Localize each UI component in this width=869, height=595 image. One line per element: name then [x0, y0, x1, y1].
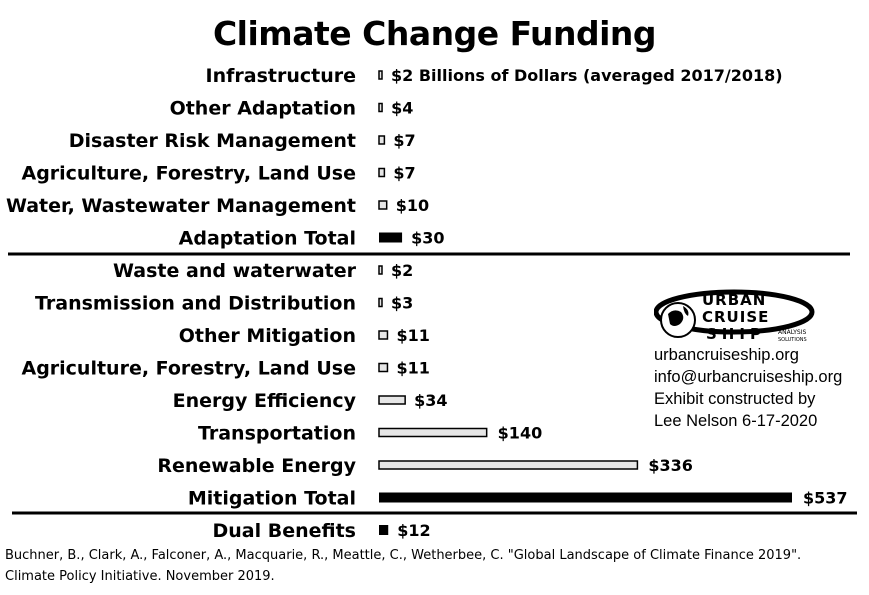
category-label-agriculture-forestry-land-use: Agriculture, Forestry, Land Use [21, 163, 356, 185]
category-label-energy-efficiency: Energy Efficiency [173, 390, 357, 412]
bar-infrastructure [378, 70, 383, 80]
category-label-transmission-and-distribution: Transmission and Distribution [35, 293, 356, 315]
category-label-mitigation-total: Mitigation Total [188, 488, 356, 510]
logo-sub-1: ANALYSIS [778, 329, 806, 336]
category-label-water-wastewater-management: Water, Wastewater Management [6, 195, 356, 217]
email-link[interactable]: info@urbancruiseship.org [654, 368, 843, 386]
category-label-transportation: Transportation [198, 423, 356, 445]
logo-line-1: URBAN [702, 291, 766, 309]
logo-sub-2: SOLUTIONS [778, 337, 807, 343]
value-label-agriculture-forestry-land-use: $7 [393, 164, 415, 183]
value-label-renewable-energy: $336 [648, 456, 693, 475]
value-labels: $2 Billions of Dollars (averaged 2017/20… [391, 66, 848, 540]
bar-transportation [378, 427, 488, 438]
category-label-infrastructure: Infrastructure [206, 65, 356, 87]
bar-dual-benefits [379, 525, 389, 535]
credit-text: Exhibit constructed by [654, 390, 816, 408]
urban-cruise-ship-logo: URBAN CRUISE SHIP ANALYSIS SOLUTIONS [654, 289, 815, 343]
bar-renewable-energy [378, 460, 639, 470]
source-line-2: Climate Policy Initiative. November 2019… [5, 569, 275, 584]
bar-water-wastewater-management [378, 200, 388, 210]
value-label-other-mitigation: $11 [396, 326, 429, 345]
category-label-dual-benefits: Dual Benefits [212, 520, 356, 542]
category-label-other-adaptation: Other Adaptation [170, 98, 356, 120]
value-label-energy-efficiency: $34 [414, 391, 447, 410]
bar-agriculture-forestry-land-use [378, 167, 386, 178]
bar-transmission-and-distribution [378, 297, 383, 308]
source-citation: Buchner, B., Clark, A., Falconer, A., Ma… [5, 545, 801, 587]
logo-swoosh [654, 289, 815, 335]
value-label-other-adaptation: $4 [391, 99, 413, 118]
category-label-renewable-energy: Renewable Energy [157, 455, 356, 477]
logo-line-3: SHIP [706, 325, 766, 343]
contact-block: urbancruiseship.org info@urbancruiseship… [654, 344, 842, 432]
bar-other-mitigation [378, 330, 389, 340]
category-label-disaster-risk-management: Disaster Risk Management [69, 130, 356, 152]
category-label-other-mitigation: Other Mitigation [179, 325, 356, 347]
bar-adaptation-total [379, 232, 403, 243]
chart-title: Climate Change Funding [212, 14, 657, 53]
value-label-water-wastewater-management: $10 [396, 196, 429, 215]
category-labels: Infrastructure Other Adaptation Disaster R… [6, 65, 357, 542]
website-link[interactable]: urbancruiseship.org [654, 346, 799, 364]
source-line-1: Buchner, B., Clark, A., Falconer, A., Ma… [5, 548, 802, 563]
logo-line-2: CRUISE [702, 308, 769, 326]
value-label-transmission-and-distribution: $3 [391, 294, 413, 313]
value-label-waste-and-waterwater: $2 [391, 261, 413, 280]
bar-other-adaptation [378, 102, 383, 113]
value-label-mitigation-total: $537 [803, 489, 848, 508]
bars [378, 70, 792, 535]
bar-disaster-risk-management [378, 135, 386, 145]
author-date: Lee Nelson 6-17-2020 [654, 412, 818, 430]
value-label-agriculture-forestry-land-use: $11 [396, 359, 429, 378]
bar-energy-efficiency [378, 395, 406, 405]
value-label-disaster-risk-management: $7 [393, 131, 415, 150]
bar-agriculture-forestry-land-use [378, 362, 389, 373]
category-label-agriculture-forestry-land-use: Agriculture, Forestry, Land Use [21, 358, 356, 380]
category-label-waste-and-waterwater: Waste and waterwater [113, 260, 357, 282]
bar-waste-and-waterwater [378, 265, 383, 275]
value-label-adaptation-total: $30 [411, 229, 444, 248]
value-label-transportation: $140 [498, 424, 543, 443]
category-label-adaptation-total: Adaptation Total [179, 228, 356, 250]
value-label-dual-benefits: $12 [397, 521, 430, 540]
bar-mitigation-total [379, 492, 792, 503]
value-label-infrastructure: $2 Billions of Dollars (averaged 2017/20… [391, 66, 783, 85]
